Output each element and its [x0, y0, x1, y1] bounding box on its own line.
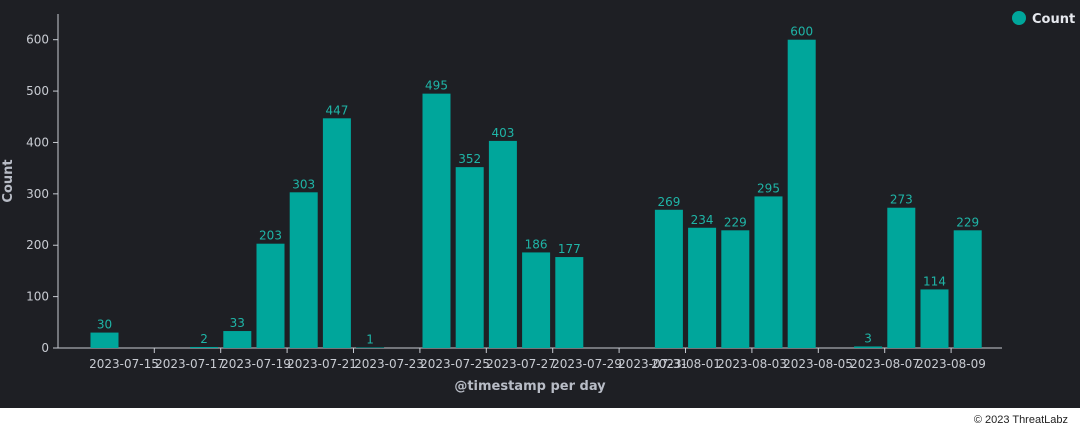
data-label: 114 [923, 274, 946, 288]
y-tick-label: 500 [26, 84, 49, 98]
y-axis-title: Count [1, 159, 16, 202]
data-label: 273 [890, 193, 913, 207]
x-tick-label: 2023-07-15 [89, 357, 159, 371]
data-label: 269 [657, 195, 680, 209]
data-label: 229 [956, 215, 979, 229]
bar [289, 192, 318, 348]
x-tick-label: 2023-07-23 [354, 357, 424, 371]
data-label: 203 [259, 229, 282, 243]
data-label: 495 [425, 79, 448, 93]
copyright-text: © 2023 ThreatLabz [973, 414, 1068, 426]
bar [522, 252, 551, 348]
legend-marker-icon [1012, 11, 1026, 25]
data-label: 177 [558, 242, 581, 256]
bar [920, 289, 949, 348]
bar [654, 209, 683, 348]
x-tick-label: 2023-08-09 [916, 357, 986, 371]
bar [754, 196, 783, 348]
x-axis-title: @timestamp per day [454, 379, 606, 394]
bar [688, 227, 717, 348]
data-label: 33 [230, 316, 245, 330]
y-tick-label: 0 [41, 341, 49, 355]
x-tick-label: 2023-08-03 [717, 357, 787, 371]
bar [356, 347, 385, 348]
x-tick-label: 2023-07-19 [221, 357, 291, 371]
data-label: 2 [200, 332, 208, 346]
data-label: 303 [292, 177, 315, 191]
y-tick-label: 300 [26, 187, 49, 201]
legend-label: Count [1032, 12, 1075, 27]
bar [787, 39, 816, 348]
x-tick-label: 2023-07-21 [287, 357, 357, 371]
bar [555, 257, 584, 348]
data-label: 1 [366, 332, 374, 346]
x-tick-label: 2023-07-29 [552, 357, 622, 371]
bar [854, 346, 883, 348]
bar [256, 243, 285, 348]
bar-chart: 01002003004005006002023-07-152023-07-172… [1, 11, 1075, 394]
data-label: 3 [864, 331, 872, 345]
y-tick-label: 400 [26, 135, 49, 149]
bar [190, 346, 219, 348]
x-tick-label: 2023-07-31 [618, 357, 688, 371]
data-label: 352 [458, 152, 481, 166]
bar [90, 332, 119, 348]
bar [488, 140, 517, 348]
data-label: 234 [691, 213, 714, 227]
x-tick-label: 2023-07-17 [155, 357, 225, 371]
bar [322, 118, 351, 349]
x-tick-label: 2023-07-25 [420, 357, 490, 371]
data-label: 229 [724, 215, 747, 229]
data-label: 600 [790, 25, 813, 39]
bar [422, 93, 451, 349]
data-label: 403 [491, 126, 514, 140]
x-tick-label: 2023-08-07 [850, 357, 920, 371]
y-tick-label: 600 [26, 33, 49, 47]
x-tick-label: 2023-08-05 [783, 357, 853, 371]
data-label: 295 [757, 181, 780, 195]
y-tick-label: 200 [26, 238, 49, 252]
y-tick-label: 100 [26, 290, 49, 304]
data-label: 186 [525, 237, 548, 251]
bar [721, 230, 750, 348]
bar [953, 230, 982, 348]
bar [887, 207, 916, 348]
data-label: 30 [97, 318, 112, 332]
bar [223, 331, 252, 348]
chart-panel: 0 100 200 300 400 500 600 2023-07-15 2023-07-17 2… [0, 0, 1080, 408]
x-tick-label: 2023-07-27 [486, 357, 556, 371]
x-tick-label: 2023-08-01 [651, 357, 721, 371]
data-label: 447 [325, 103, 348, 117]
bar [455, 167, 484, 348]
